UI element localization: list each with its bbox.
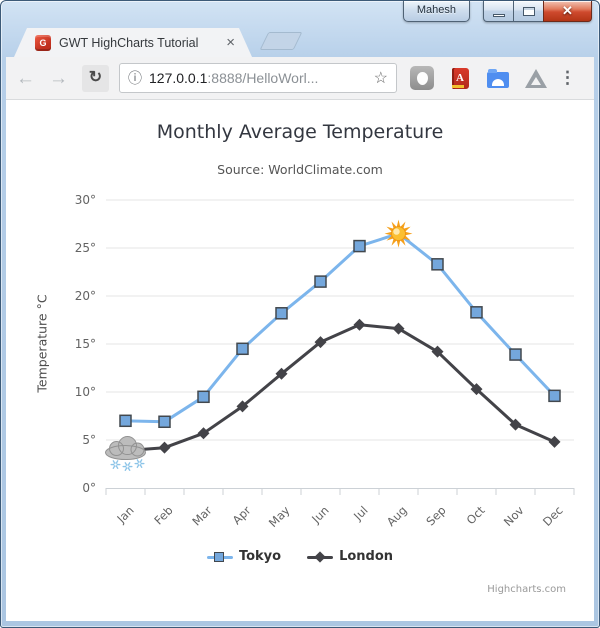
svg-text:Dec: Dec <box>540 503 566 529</box>
tab-title: GWT HighCharts Tutorial <box>59 35 199 50</box>
forward-button[interactable]: → <box>49 67 68 89</box>
y-axis-title: Temperature °C <box>34 294 50 393</box>
dictionary-extension-icon[interactable]: A <box>447 65 473 91</box>
svg-text:Aug: Aug <box>384 503 410 529</box>
highcharts-credit[interactable]: Highcharts.com <box>487 584 566 595</box>
london-legend-key <box>307 550 334 564</box>
back-button[interactable]: ← <box>16 67 35 89</box>
svg-text:Mar: Mar <box>189 503 214 528</box>
page-content: 0° 5° 10° 15° 20° 25° 30° Jan Feb Mar Apr May Jun Jul… <box>6 100 594 621</box>
maximize-button[interactable] <box>514 1 543 22</box>
london-diamond-marker-icon <box>314 550 326 563</box>
chart-legend: Tokyo London <box>6 549 594 564</box>
legend-item-tokyo[interactable]: Tokyo <box>206 549 282 564</box>
window-titlebar[interactable]: Mahesh ✕ <box>6 1 594 28</box>
browser-tab[interactable]: G GWT HighCharts Tutorial × <box>14 28 252 57</box>
svg-text:Oct: Oct <box>464 503 488 527</box>
chart-subtitle: Source: WorldClimate.com <box>217 162 383 177</box>
svg-text:25°: 25° <box>75 241 96 255</box>
svg-text:Jul: Jul <box>350 503 370 523</box>
drive-extension-icon[interactable] <box>523 65 549 91</box>
window-controls: ✕ <box>483 1 592 22</box>
close-icon: ✕ <box>562 3 573 18</box>
shield-icon <box>416 71 428 85</box>
red-book-icon: A <box>451 67 469 89</box>
minimize-button[interactable] <box>483 1 514 22</box>
maximize-icon <box>522 6 535 16</box>
legend-item-london[interactable]: London <box>307 549 393 564</box>
drive-triangle-hole <box>531 77 541 85</box>
page-info-icon[interactable]: ⓘ <box>128 70 142 86</box>
reload-icon: ↻ <box>88 69 103 86</box>
tab-close-icon[interactable]: × <box>226 34 235 51</box>
tokyo-legend-label: Tokyo <box>238 549 282 564</box>
london-legend-label: London <box>339 549 394 564</box>
url-host: 127.0.0.1 <box>149 70 208 86</box>
minimize-icon <box>492 13 505 17</box>
svg-text:May: May <box>266 503 293 530</box>
new-tab-button[interactable] <box>259 32 303 50</box>
svg-text:15°: 15° <box>75 337 96 351</box>
svg-text:0°: 0° <box>82 481 96 495</box>
tokyo-square-marker-icon <box>213 551 224 562</box>
browser-menu-icon[interactable]: ⋮ <box>559 68 576 87</box>
svg-text:Apr: Apr <box>230 503 254 527</box>
bookmark-star-icon[interactable]: ☆ <box>373 70 388 87</box>
gwt-favicon-icon: G <box>35 35 51 51</box>
svg-text:30°: 30° <box>75 193 96 207</box>
svg-text:Sep: Sep <box>423 503 448 528</box>
chart-plot-svg: 0° 5° 10° 15° 20° 25° 30° Jan Feb Mar Apr May Jun Jul… <box>75 193 575 530</box>
chart-title: Monthly Average Temperature <box>156 121 444 143</box>
browser-toolbar: ← → ↻ ⓘ 127.0.0.1 :8888/HelloWorl... ☆ A… <box>6 57 594 100</box>
svg-text:Jun: Jun <box>308 503 331 526</box>
reload-button[interactable]: ↻ <box>82 64 109 92</box>
blue-folder-icon <box>487 68 509 88</box>
svg-text:Jan: Jan <box>113 503 136 526</box>
tab-strip: G GWT HighCharts Tutorial × <box>6 28 594 57</box>
svg-text:10°: 10° <box>75 385 96 399</box>
svg-text:5°: 5° <box>82 433 96 447</box>
svg-text:Feb: Feb <box>151 503 175 527</box>
svg-text:Nov: Nov <box>501 503 527 529</box>
svg-text:20°: 20° <box>75 289 96 303</box>
folder-extension-icon[interactable] <box>485 65 511 91</box>
profile-button[interactable]: Mahesh <box>402 1 470 22</box>
tokyo-legend-key <box>206 550 233 564</box>
shield-extension-icon[interactable] <box>409 65 435 91</box>
address-bar[interactable]: ⓘ 127.0.0.1 :8888/HelloWorl... ☆ <box>119 63 397 93</box>
shield-extension-bg <box>410 66 434 90</box>
url-path: :8888/HelloWorl... <box>207 70 319 86</box>
close-button[interactable]: ✕ <box>543 1 592 22</box>
